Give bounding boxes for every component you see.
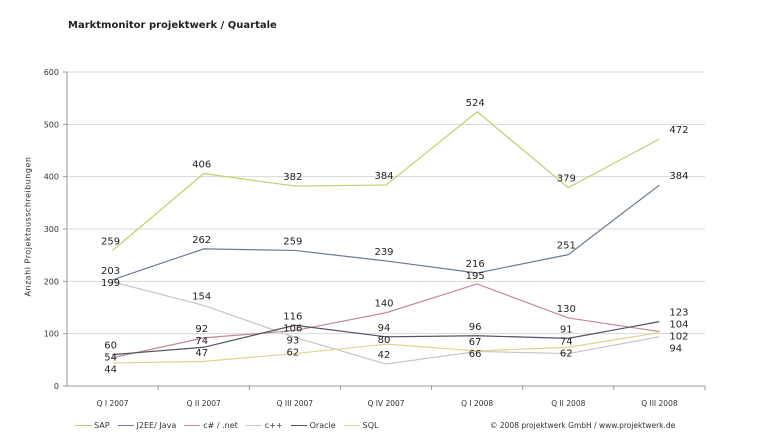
data-label: 259 [101,236,120,247]
y-tick-label: 0 [54,382,59,391]
data-label: 47 [195,348,208,359]
legend-swatch [290,425,307,426]
data-label: 80 [378,335,391,346]
data-label: 104 [669,320,688,331]
chart-title: Marktmonitor projektwerk / Quartale [68,20,277,31]
legend-swatch [245,425,262,426]
y-tick-label: 600 [44,68,59,77]
data-label: 384 [669,171,688,182]
x-tick-label: Q II 2008 [551,399,585,408]
legend-item: SAP [75,421,110,430]
data-label: 74 [195,336,208,347]
data-label: 91 [560,324,573,335]
series-line-j2ee-java [112,184,660,281]
data-label: 262 [192,235,211,246]
data-label: 102 [669,332,688,343]
legend-swatch [117,425,134,426]
copyright: © 2008 projektwerk GmbH / www.projektwer… [490,421,676,430]
legend-label: SQL [362,421,379,430]
legend-item: c# / .net [184,421,238,430]
data-label: 67 [469,337,482,348]
data-label: 44 [104,365,117,376]
data-label: 251 [557,241,576,252]
data-label: 154 [192,291,211,302]
data-label: 199 [101,278,120,289]
legend-label: c# / .net [203,421,238,430]
y-tick-label: 200 [44,277,59,286]
legend-swatch [343,425,360,426]
legend-label: Oracle [309,421,336,430]
x-tick-label: Q III 2008 [641,399,678,408]
legend-item: J2EE/ Java [117,421,177,430]
legend-item: c++ [245,421,283,430]
legend: SAP J2EE/ Java c# / .net c++ Oracle SQL [75,421,378,430]
x-tick-label: Q I 2008 [461,399,493,408]
data-label: 406 [192,160,211,171]
x-tick-label: Q III 2007 [277,399,314,408]
x-tick-label: Q IV 2007 [367,399,404,408]
series-line-oracle [112,321,660,356]
data-label: 524 [466,98,485,109]
y-tick-label: 400 [44,173,59,182]
data-label: 379 [557,174,576,185]
legend-label: SAP [94,421,110,430]
data-label: 92 [195,324,208,335]
data-label: 384 [374,171,393,182]
y-tick-label: 500 [44,120,59,129]
x-tick-label: Q II 2007 [187,399,221,408]
data-label: 62 [560,348,573,359]
series-line-c- [112,281,660,365]
data-label: 382 [283,172,302,183]
series-line-sap [112,110,660,251]
legend-item: Oracle [290,421,336,430]
data-label: 96 [469,322,482,333]
data-label: 140 [374,299,393,310]
data-label: 239 [374,247,393,258]
legend-swatch [184,425,201,426]
legend-label: c++ [264,421,283,430]
y-tick-label: 100 [44,330,59,339]
legend-label: J2EE/ Java [136,421,177,430]
data-label: 60 [104,341,117,352]
data-label: 259 [283,236,302,247]
x-tick-label: Q I 2007 [97,399,129,408]
legend-swatch [75,425,91,426]
legend-item: SQL [343,421,379,430]
data-label: 472 [669,125,688,136]
data-label: 62 [286,347,299,358]
series-line-sql [112,332,660,364]
y-tick-label: 300 [44,225,59,234]
data-label: 116 [283,311,302,322]
data-label: 74 [560,336,573,347]
data-label: 130 [557,304,576,315]
data-label: 94 [378,323,391,334]
data-label: 216 [466,259,485,270]
data-label: 66 [469,349,482,360]
data-label: 54 [104,353,117,364]
data-label: 94 [669,344,682,355]
data-label: 106 [283,323,302,334]
data-label: 195 [466,271,485,282]
data-label: 93 [286,335,299,346]
data-label: 123 [669,308,688,319]
data-label: 203 [101,266,120,277]
data-label: 42 [378,350,391,361]
series-line-c-net [112,283,660,359]
